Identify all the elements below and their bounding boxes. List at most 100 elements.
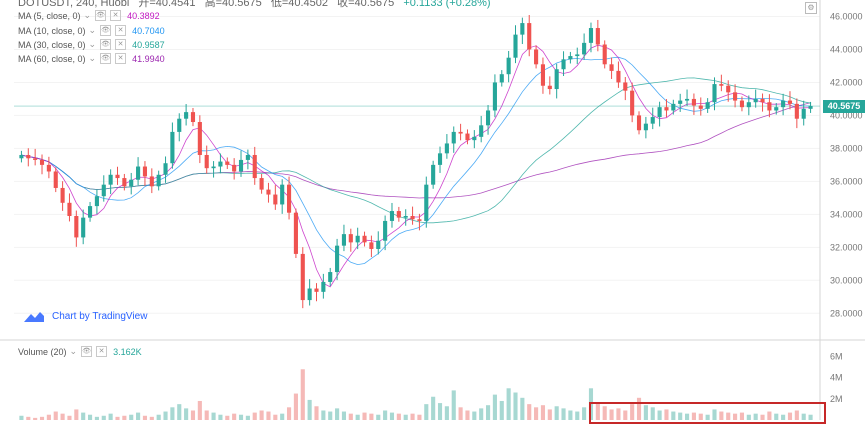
volume-bar bbox=[115, 416, 120, 420]
candle-body bbox=[794, 103, 799, 119]
volume-bar bbox=[623, 410, 628, 420]
volume-bar bbox=[53, 411, 58, 420]
candle-body bbox=[362, 235, 367, 243]
change-value: +0.1133 (+0.28%) bbox=[403, 0, 491, 9]
visibility-toggle-icon[interactable]: 👁 bbox=[81, 346, 93, 357]
volume-bar bbox=[465, 410, 470, 420]
tradingview-logo-icon bbox=[24, 312, 44, 322]
volume-bar bbox=[499, 400, 504, 420]
candle-body bbox=[705, 102, 710, 109]
candle-body bbox=[348, 234, 353, 243]
volume-bar bbox=[609, 409, 614, 420]
volume-bar bbox=[389, 412, 395, 420]
volume-bar bbox=[245, 415, 250, 420]
candle-body bbox=[142, 166, 148, 177]
volume-bar bbox=[170, 407, 175, 420]
candle-body bbox=[602, 44, 607, 65]
volume-bar bbox=[643, 405, 648, 420]
close-icon[interactable]: ✕ bbox=[115, 53, 127, 64]
volume-bar bbox=[328, 411, 333, 420]
volume-bar bbox=[362, 412, 367, 420]
volume-bar bbox=[451, 390, 456, 420]
volume-bar bbox=[760, 414, 765, 420]
close-icon[interactable]: ✕ bbox=[96, 346, 108, 357]
volume-bar bbox=[698, 413, 703, 420]
selection-rectangle[interactable] bbox=[589, 402, 826, 424]
candle-body bbox=[190, 112, 196, 123]
candle-body bbox=[67, 202, 72, 216]
close-icon[interactable]: ✕ bbox=[110, 10, 122, 21]
visibility-toggle-icon[interactable]: 👁 bbox=[100, 25, 112, 36]
candle-body bbox=[74, 215, 79, 238]
candle-body bbox=[465, 133, 470, 141]
candle-body bbox=[252, 154, 257, 179]
volume-bar bbox=[280, 413, 285, 420]
volume-bar bbox=[87, 414, 93, 420]
legend-value: 40.9587 bbox=[132, 39, 165, 50]
candle-body bbox=[341, 234, 347, 246]
tradingview-watermark[interactable]: Chart by TradingView bbox=[24, 310, 147, 322]
candle-body bbox=[781, 100, 786, 108]
close-icon[interactable]: ✕ bbox=[115, 25, 127, 36]
candle-body bbox=[26, 154, 31, 159]
volume-tick-label: 2M bbox=[830, 394, 843, 404]
candle-body bbox=[643, 123, 648, 131]
candle-body bbox=[163, 163, 168, 175]
candle-body bbox=[81, 217, 86, 238]
volume-bar bbox=[355, 414, 360, 420]
volume-bar bbox=[396, 413, 401, 420]
price-tick-label: 36.0000 bbox=[830, 176, 863, 186]
volume-bar bbox=[568, 410, 573, 420]
candle-body bbox=[472, 136, 477, 141]
volume-bar bbox=[19, 415, 24, 420]
volume-bar bbox=[424, 404, 429, 420]
candle-body bbox=[575, 54, 580, 57]
candle-body bbox=[389, 211, 395, 221]
close-icon[interactable]: ✕ bbox=[115, 39, 127, 50]
candle-body bbox=[506, 57, 511, 75]
visibility-toggle-icon[interactable]: 👁 bbox=[100, 39, 112, 50]
volume-bar bbox=[252, 412, 257, 420]
candle-body bbox=[300, 253, 305, 301]
legend-ma60[interactable]: MA (60, close, 0) ⌄ 👁 ✕ 41.9940 bbox=[18, 53, 165, 64]
legend-ma5[interactable]: MA (5, close, 0) ⌄ 👁 ✕ 40.3892 bbox=[18, 10, 160, 21]
volume-bar bbox=[691, 412, 696, 420]
volume-bar bbox=[136, 412, 141, 420]
candle-body bbox=[595, 28, 600, 45]
volume-bar bbox=[547, 409, 552, 420]
volume-bar bbox=[437, 403, 443, 420]
visibility-toggle-icon[interactable]: 👁 bbox=[100, 53, 112, 64]
legend-ma10[interactable]: MA (10, close, 0) ⌄ 👁 ✕ 40.7040 bbox=[18, 25, 165, 36]
candle-body bbox=[129, 179, 134, 187]
volume-bar bbox=[746, 414, 751, 420]
candle-body bbox=[630, 90, 635, 116]
candle-body bbox=[540, 64, 546, 86]
candle-body bbox=[808, 106, 813, 109]
candle-body bbox=[396, 211, 401, 218]
candle-body bbox=[286, 184, 292, 213]
volume-bar bbox=[197, 400, 202, 420]
legend-ma30[interactable]: MA (30, close, 0) ⌄ 👁 ✕ 40.9587 bbox=[18, 39, 165, 50]
volume-bar bbox=[369, 413, 374, 420]
volume-bar bbox=[163, 411, 168, 420]
volume-bar bbox=[657, 410, 662, 420]
volume-bar bbox=[671, 411, 676, 420]
volume-bar bbox=[410, 413, 415, 420]
open-value: 开=40.4541 bbox=[138, 0, 196, 9]
legend-volume[interactable]: Volume (20) ⌄ 👁 ✕ 3.162K bbox=[18, 346, 142, 357]
candle-body bbox=[417, 219, 422, 221]
visibility-toggle-icon[interactable]: 👁 bbox=[95, 10, 107, 21]
legend-label: MA (5, close, 0) bbox=[18, 10, 81, 21]
volume-bar bbox=[218, 414, 223, 420]
volume-bar bbox=[458, 407, 463, 420]
volume-bar bbox=[321, 410, 326, 420]
volume-bar bbox=[383, 410, 388, 420]
candle-body bbox=[280, 184, 285, 205]
volume-bar bbox=[266, 411, 271, 420]
candle-body bbox=[527, 23, 532, 50]
volume-bar bbox=[314, 406, 319, 420]
price-tick-label: 34.0000 bbox=[830, 209, 863, 219]
settings-icon[interactable]: ⚙ bbox=[805, 2, 817, 14]
